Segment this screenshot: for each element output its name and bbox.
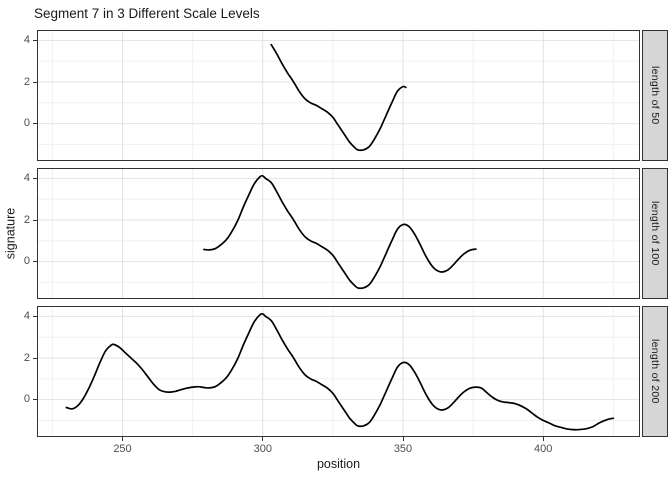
- panel-canvas: [37, 168, 640, 299]
- x-axis-title: position: [316, 457, 361, 471]
- y-tick-label: 4: [23, 171, 30, 184]
- y-tick-label: 4: [23, 309, 30, 322]
- panel-border: [37, 30, 640, 161]
- facet-panel-376: [37, 168, 640, 299]
- y-tick-mark: [33, 399, 37, 401]
- y-tick-mark: [33, 39, 37, 41]
- y-tick-label: 0: [23, 255, 30, 268]
- y-tick-mark: [33, 177, 37, 179]
- chart-title: Segment 7 in 3 Different Scale Levels: [34, 6, 260, 21]
- facet-strip-label: length of 200: [649, 339, 661, 404]
- y-tick-mark: [33, 261, 37, 263]
- panel-border: [37, 168, 640, 299]
- y-axis-title: signature: [3, 207, 18, 260]
- signature-line: [65, 312, 615, 431]
- x-tick-label: 350: [393, 443, 413, 455]
- x-tick-mark: [262, 437, 264, 441]
- panel-canvas: [37, 30, 640, 161]
- y-tick-mark: [33, 81, 37, 83]
- y-tick-label: 0: [23, 393, 30, 406]
- signature-line: [270, 43, 407, 152]
- x-tick-mark: [402, 437, 404, 441]
- x-tick-label: 400: [534, 443, 553, 455]
- facet-strip-label: length of 50: [649, 66, 661, 125]
- y-tick-label: 2: [23, 75, 30, 88]
- facet-strip-label: length of 100: [649, 201, 661, 266]
- x-tick-label: 250: [113, 443, 132, 455]
- signature-line: [203, 174, 477, 290]
- panel-canvas: [37, 306, 640, 437]
- facet-panel-351: [37, 30, 640, 161]
- facet-panel-425: [37, 306, 640, 437]
- x-tick-label: 300: [253, 443, 272, 455]
- facet-strip: length of 50: [642, 30, 668, 161]
- panel-border: [37, 306, 640, 437]
- y-tick-mark: [33, 315, 37, 317]
- facet-strip: length of 100: [642, 168, 668, 299]
- y-tick-mark: [33, 123, 37, 125]
- y-tick-mark: [33, 219, 37, 221]
- x-tick-mark: [122, 437, 123, 441]
- y-tick-label: 2: [23, 351, 30, 364]
- y-tick-label: 0: [23, 117, 30, 130]
- facet-strip: length of 200: [642, 306, 668, 437]
- x-tick-mark: [542, 437, 544, 441]
- y-tick-label: 4: [23, 33, 30, 46]
- y-tick-label: 2: [23, 213, 30, 226]
- y-tick-mark: [33, 357, 37, 359]
